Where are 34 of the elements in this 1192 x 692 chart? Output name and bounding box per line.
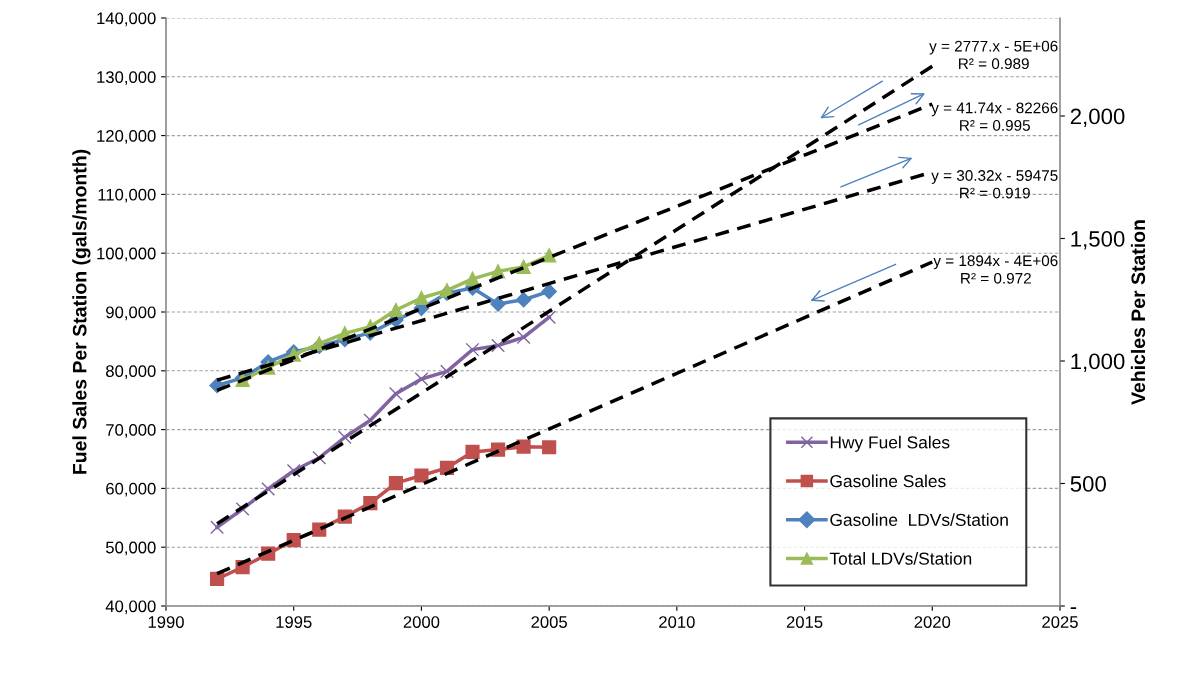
y2-tick-label: 1,500 (1071, 231, 1125, 250)
x-tick-label: 2020 (914, 616, 951, 628)
y2-tick-label: 1,000 (1071, 353, 1125, 372)
annotation: y = 1894x - 4E+06 R² = 0.972 (933, 255, 1058, 284)
y-tick-label: 100,000 (97, 247, 156, 262)
y-tick-label: 80,000 (106, 365, 156, 379)
x-tick-label: 2005 (531, 616, 567, 628)
legend-label: Total LDVs/Station (829, 552, 972, 565)
x-tick-label: 2015 (786, 616, 823, 628)
legend-label: Gasoline LDVs/Station (830, 513, 1008, 527)
y-tick-label: 110,000 (98, 188, 156, 203)
x-tick-label: 2025 (1042, 616, 1078, 628)
x-tick-label: 1995 (276, 616, 312, 628)
y2-axis-title: Vehicles Per Station (1130, 220, 1146, 405)
y-tick-label: 60,000 (106, 482, 156, 497)
y2-tick-label: 500 (1070, 476, 1106, 492)
y-tick-label: 40,000 (105, 600, 156, 615)
annotation: y = 2777.x - 5E+06 R² = 0.989 (929, 40, 1058, 70)
legend-label: Hwy Fuel Sales (830, 435, 950, 452)
y-tick-label: 130,000 (97, 71, 156, 85)
annotation: y = 30.32x - 59475 R² = 0.919 (931, 170, 1058, 199)
y-tick-label: 70,000 (106, 424, 156, 438)
legend-label: Gasoline Sales (830, 474, 946, 488)
x-tick-label: 2000 (403, 616, 440, 628)
y-tick-label: 90,000 (106, 306, 156, 321)
y-axis-title: Fuel Sales Per Station (gals/month) (72, 149, 91, 474)
y-tick-label: 140,000 (97, 12, 156, 27)
y-tick-label: 120,000 (97, 130, 156, 144)
y-tick-label: 50,000 (105, 541, 156, 556)
y2-tick-label: 2,000 (1070, 108, 1125, 127)
y2-tick-label: - (1070, 607, 1077, 610)
x-tick-label: 2010 (659, 616, 695, 628)
x-tick-label: 1990 (148, 616, 184, 628)
annotation: y = 41.74x - 82266 R² = 0.995 (931, 102, 1058, 131)
